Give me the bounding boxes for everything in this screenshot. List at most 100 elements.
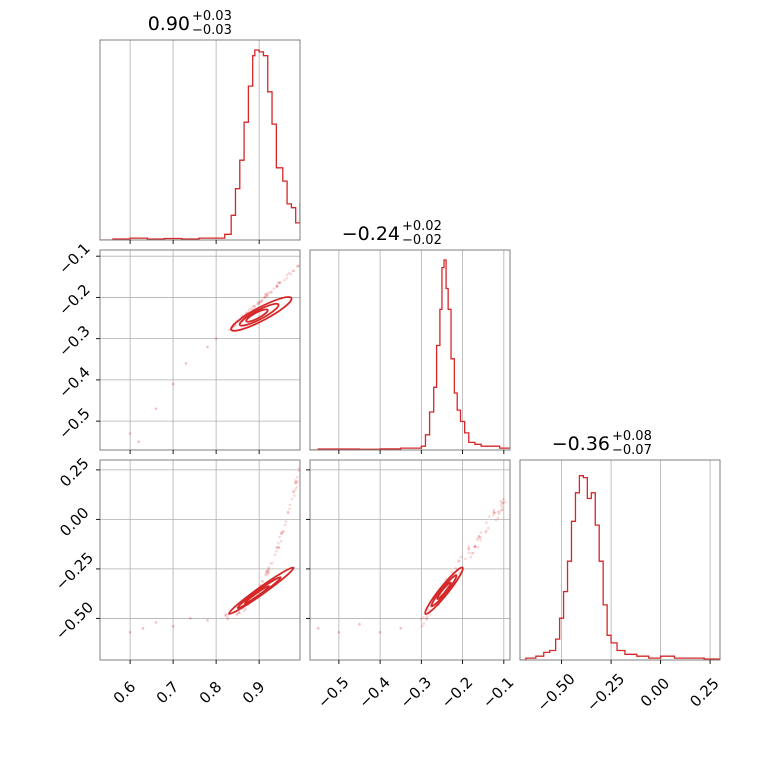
sample-point	[128, 432, 132, 435]
sample-point	[265, 293, 269, 297]
y-tick-label: 0.25	[56, 454, 92, 490]
title-upper-error: +0.02	[402, 219, 442, 234]
x-tick-label: −0.4	[355, 673, 393, 711]
panel-1-1: −0.24 +0.02−0.02	[309, 219, 511, 454]
sample-point	[337, 630, 341, 634]
histogram-0	[100, 49, 300, 240]
sample-point	[293, 494, 296, 497]
sample-point	[235, 613, 239, 617]
sample-point	[288, 503, 292, 507]
sample-point	[476, 536, 480, 540]
sample-point	[251, 304, 255, 308]
panel-frame	[99, 39, 301, 241]
panel-title-0: 0.90 +0.03−0.03	[148, 9, 232, 38]
sample-point	[296, 264, 300, 268]
sample-point	[266, 569, 270, 573]
y-tick-label: −0.3	[55, 322, 93, 360]
title-lower-error: −0.07	[612, 443, 652, 458]
sample-point	[420, 624, 424, 628]
y-tick-label: −0.5	[55, 404, 93, 442]
sample-point	[422, 616, 425, 619]
title-lower-error: −0.03	[192, 23, 232, 38]
sample-point	[248, 308, 251, 311]
sample-point	[225, 614, 228, 617]
sample-point	[275, 285, 279, 289]
sample-point	[296, 475, 299, 479]
sample-point	[206, 345, 209, 349]
sample-point	[253, 305, 256, 309]
contour-level	[424, 566, 464, 615]
contour-level	[430, 574, 458, 608]
sample-point	[244, 607, 247, 611]
sample-point	[295, 485, 298, 489]
sample-point	[289, 272, 293, 276]
sample-point	[267, 571, 271, 574]
sample-point	[278, 280, 281, 284]
sample-point	[278, 281, 282, 284]
contour-level	[436, 581, 452, 600]
sample-point	[258, 301, 261, 304]
title-value: −0.36	[552, 433, 610, 455]
title-upper-error: +0.08	[612, 429, 652, 444]
sample-point	[479, 538, 482, 542]
panel-frame	[99, 249, 301, 451]
y-tick-label: −0.50	[52, 598, 97, 643]
sample-point	[469, 555, 473, 559]
sample-point	[270, 290, 273, 294]
sample-point	[227, 328, 231, 332]
sample-point	[459, 555, 463, 559]
sample-point	[277, 546, 281, 549]
sample-point	[171, 382, 175, 386]
sample-point	[276, 281, 280, 285]
x-tick-label: 0.6	[110, 678, 140, 708]
sample-point	[296, 480, 299, 483]
sample-point	[477, 534, 481, 538]
sample-point	[184, 362, 188, 365]
sample-point	[276, 546, 279, 549]
sample-point	[269, 290, 273, 294]
y-tick-label: −0.4	[55, 363, 93, 401]
sample-point	[267, 291, 271, 295]
sample-point	[226, 616, 230, 620]
sample-point	[502, 497, 505, 501]
sample-point	[137, 440, 141, 444]
sample-point	[264, 295, 267, 298]
sample-point	[471, 551, 475, 555]
sample-point	[378, 630, 382, 634]
sample-point	[484, 530, 488, 534]
sample-point	[256, 302, 259, 306]
sample-point	[497, 512, 501, 516]
sample-point	[206, 619, 209, 622]
sample-point	[294, 488, 297, 491]
contour-level	[244, 585, 270, 605]
x-tick-label: −0.5	[314, 673, 352, 711]
sample-point	[500, 508, 503, 512]
x-tick-label: 0.25	[686, 674, 722, 710]
sample-point	[290, 497, 294, 501]
sample-point	[226, 617, 230, 621]
sample-point	[235, 612, 239, 616]
sample-point	[399, 627, 403, 630]
sample-point	[287, 271, 291, 275]
panel-frame	[309, 459, 511, 661]
sample-point	[499, 499, 503, 503]
sample-point	[154, 407, 158, 411]
title-upper-error: +0.03	[192, 9, 232, 24]
sample-point	[278, 281, 281, 285]
sample-point	[285, 273, 289, 277]
sample-point	[488, 515, 491, 518]
sample-point	[499, 503, 503, 506]
sample-point	[492, 508, 496, 512]
sample-point	[485, 521, 488, 524]
sample-point	[422, 622, 426, 625]
sample-point	[271, 561, 274, 565]
sample-point	[500, 508, 504, 511]
sample-point	[295, 265, 299, 268]
sample-point	[501, 501, 505, 504]
sample-point	[467, 547, 471, 551]
sample-point	[425, 615, 429, 618]
sample-point	[291, 269, 295, 273]
sample-point	[425, 618, 429, 621]
sample-point	[297, 469, 300, 472]
sample-point	[265, 571, 268, 575]
